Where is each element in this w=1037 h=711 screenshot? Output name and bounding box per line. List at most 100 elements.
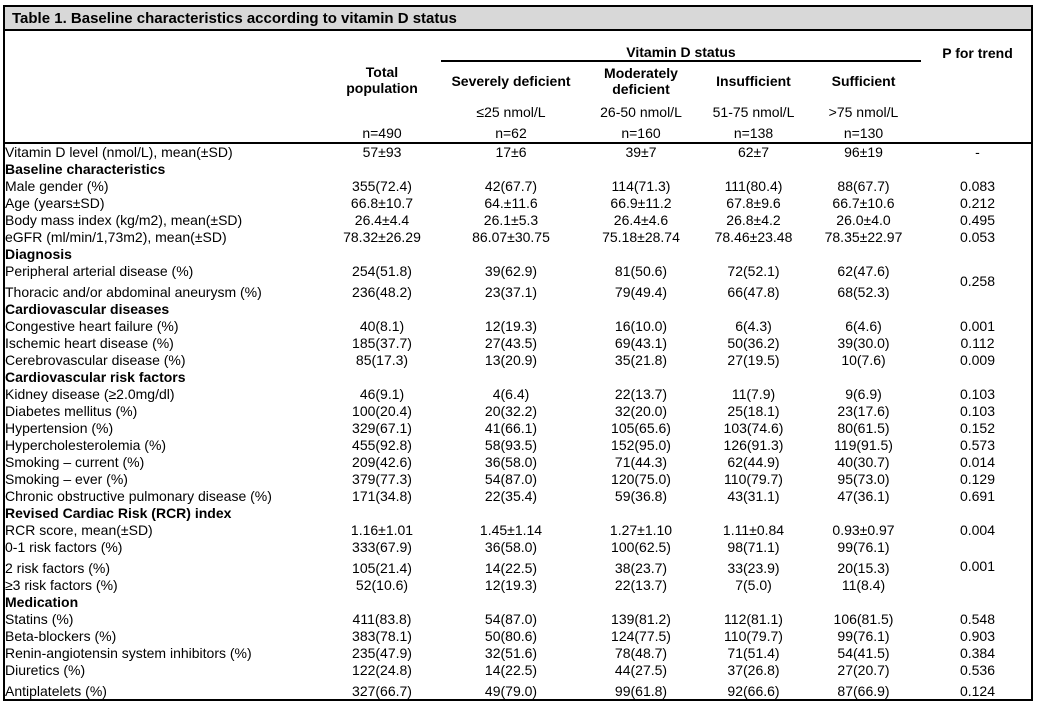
section-row: Cardiovascular risk factors — [5, 368, 1031, 385]
cell-value: 66.8±10.7 — [350, 194, 414, 211]
table-row: Smoking – ever (%) 379(77.3) 54(87.0) 120(7… — [5, 470, 1031, 487]
cell-value: 85(17.3) — [355, 351, 409, 368]
row-label: Kidney disease (≥2.0mg/dl) — [5, 385, 175, 402]
cell-value: 26.4±4.4 — [354, 211, 410, 228]
p-value: 0.004 — [959, 521, 996, 538]
col-sufficient-range: >75 nmol/L — [828, 103, 899, 120]
cell-value: 6(4.3) — [735, 317, 772, 334]
cell-value: 46(9.1) — [359, 385, 405, 402]
cell-value: 49(79.0) — [484, 683, 538, 699]
cell-value: 98(71.1) — [727, 538, 780, 555]
cell-value: 106(81.5) — [833, 610, 894, 627]
cell-value: 27(43.5) — [484, 334, 538, 351]
row-label: 0-1 risk factors (%) — [5, 538, 123, 555]
row-label: Antiplatelets (%) — [5, 683, 107, 699]
section-label: Medication — [5, 593, 79, 610]
cell-value: 62(44.9) — [727, 453, 780, 470]
cell-value: 78.46±23.48 — [714, 228, 793, 245]
row-label: 2 risk factors (%) — [5, 560, 111, 576]
cell-value: 81(50.6) — [614, 262, 668, 279]
section-row: Revised Cardiac Risk (RCR) index — [5, 504, 1031, 521]
cell-value: 47(36.1) — [837, 487, 890, 504]
cell-value: 71(44.3) — [614, 453, 668, 470]
cell-value: 95(73.0) — [837, 470, 890, 487]
cell-value: 1.27±1.10 — [609, 521, 673, 538]
cell-value: 12(19.3) — [484, 317, 538, 334]
cell-value: 33(23.9) — [727, 560, 780, 576]
row-label: Hypercholesterolemia (%) — [5, 436, 167, 453]
cell-value: 254(51.8) — [352, 262, 412, 279]
cell-value: 75.18±28.74 — [602, 228, 680, 245]
cell-value: 25(18.1) — [727, 402, 780, 419]
baseline-characteristics-table: Vitamin D status P for trend Total popul… — [5, 31, 1031, 699]
cell-value: 139(81.2) — [611, 610, 671, 627]
row-label: RCR score, mean(±SD) — [5, 521, 153, 538]
cell-value: 62±7 — [737, 144, 770, 160]
cell-value: 88(67.7) — [837, 177, 890, 194]
section-row: Cardiovascular diseases — [5, 300, 1031, 317]
table-row: RCR score, mean(±SD) 1.16±1.01 1.45±1.14 1.… — [5, 521, 1031, 538]
empty-cell — [323, 31, 441, 61]
p-value: 0.083 — [959, 177, 996, 194]
row-label: Smoking – current (%) — [5, 453, 145, 470]
table-row: 0-1 risk factors (%) 333(67.9) 36(58.0) 100… — [5, 538, 1031, 574]
cell-value: 327(66.7) — [352, 683, 412, 699]
cell-value: 26.8±4.2 — [726, 211, 781, 228]
empty-cell — [5, 31, 323, 61]
cell-value: 59(36.8) — [614, 487, 668, 504]
table-row: ≥3 risk factors (%) 52(10.6) 12(19.3) 22(13… — [5, 576, 1031, 593]
cell-value: 39±7 — [625, 144, 657, 160]
cell-value: 40(8.1) — [359, 317, 405, 334]
table-body: Vitamin D level (nmol/L), mean(±SD) 57±93… — [5, 143, 1031, 699]
col-total-population-n: n=490 — [323, 124, 441, 144]
section-row: Medication — [5, 593, 1031, 610]
col-severely-deficient-range: ≤25 nmol/L — [476, 103, 546, 120]
cell-value: 36(58.0) — [484, 538, 538, 555]
cell-value: 110(79.7) — [724, 470, 783, 487]
cell-value: 22(35.4) — [484, 487, 538, 504]
column-n-row: n=490 n=62 n=160 n=138 n=130 — [5, 124, 1031, 144]
table-row: Age (years±SD) 66.8±10.7 64.±11.6 66.9±11.2… — [5, 194, 1031, 211]
cell-value: 22(13.7) — [614, 576, 668, 593]
col-severely-deficient-label: Severely deficient — [451, 72, 571, 89]
p-value: 0.001 — [959, 317, 996, 334]
empty-cell — [5, 61, 323, 99]
empty-cell — [5, 124, 323, 144]
p-value: 0.124 — [959, 683, 996, 699]
cell-value: 66(47.8) — [727, 284, 780, 300]
cell-value: 100(20.4) — [352, 402, 412, 419]
table-row: Ischemic heart disease (%) 185(37.7) 27(43… — [5, 334, 1031, 351]
col-insufficient-range: 51-75 nmol/L — [712, 103, 795, 120]
cell-value: 38(23.7) — [614, 560, 668, 576]
cell-value: 236(48.2) — [352, 284, 412, 300]
cell-value: 119(91.5) — [834, 436, 893, 453]
cell-value: 64.±11.6 — [484, 194, 538, 211]
p-value: 0.103 — [959, 402, 996, 419]
row-label: Cerebrovascular disease (%) — [5, 351, 186, 368]
table-row: Hypercholesterolemia (%) 455(92.8) 58(93.5… — [5, 436, 1031, 453]
section-label: Diagnosis — [5, 245, 72, 262]
cell-value: 57±93 — [362, 144, 402, 160]
cell-value: 35(21.8) — [614, 351, 668, 368]
table-row: Chronic obstructive pulmonary disease (%… — [5, 487, 1031, 504]
cell-value: 27(19.5) — [727, 351, 780, 368]
empty-cell — [921, 99, 1031, 124]
cell-value: 26.4±4.6 — [613, 211, 669, 228]
cell-value: 54(87.0) — [484, 470, 538, 487]
cell-value: 22(13.7) — [614, 385, 668, 402]
cell-value: 103(74.6) — [723, 419, 784, 436]
cell-value: 68(52.3) — [837, 284, 890, 300]
cell-value: 105(21.4) — [352, 560, 412, 576]
p-value: 0.212 — [959, 194, 996, 211]
cell-value: 43(31.1) — [727, 487, 780, 504]
cell-value: 87(66.9) — [837, 683, 890, 699]
cell-value: 66.9±11.2 — [610, 194, 672, 211]
cell-value: 4(6.4) — [492, 385, 530, 402]
cell-value: 69(43.1) — [614, 334, 668, 351]
cell-value: 39(30.0) — [837, 334, 890, 351]
p-value: 0.014 — [959, 453, 996, 470]
cell-value: 50(36.2) — [727, 334, 780, 351]
p-value: 0.573 — [959, 436, 996, 453]
row-label: Chronic obstructive pulmonary disease (%… — [5, 487, 272, 504]
